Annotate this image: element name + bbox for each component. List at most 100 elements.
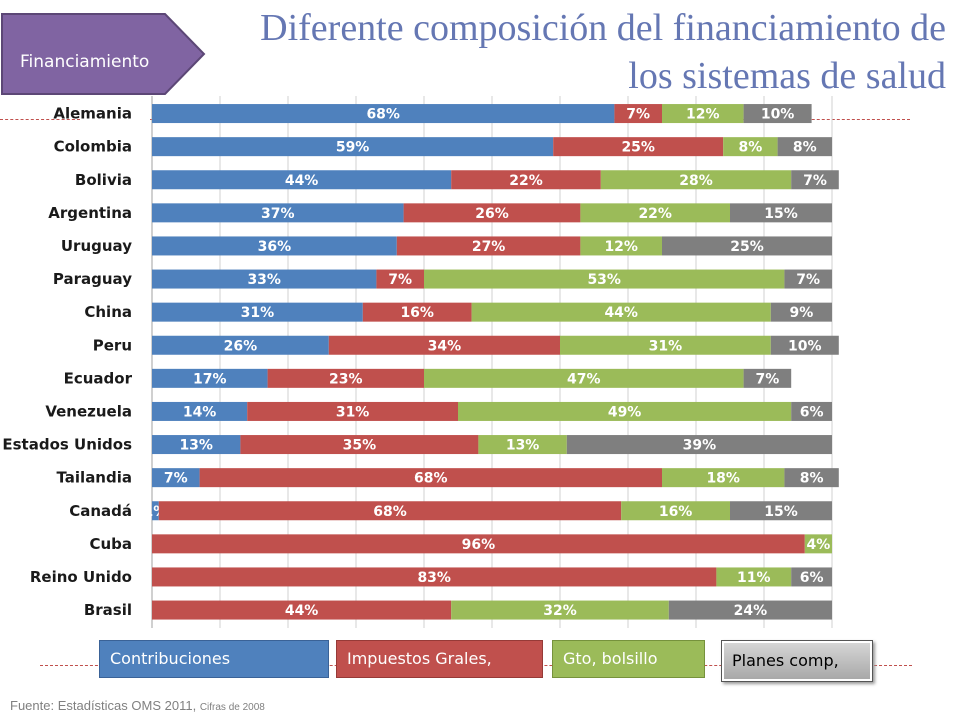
bar-value-label: 24% [734, 603, 768, 619]
bar-segment [267, 368, 424, 388]
bar-value-label: 96% [462, 537, 496, 553]
category-label: Venezuela [45, 402, 132, 420]
badge-arrow-shape [1, 13, 206, 95]
bar-segment [566, 435, 832, 455]
bar-segment [730, 501, 832, 521]
bar-value-label: 32% [543, 603, 577, 619]
bar-segment [158, 501, 622, 521]
bar-value-label: 7% [164, 471, 188, 487]
bar-segment [600, 170, 792, 190]
bar-segment [152, 534, 805, 554]
bar-value-label: 26% [475, 206, 509, 222]
legend-item-bolsillo: Gto, bolsillo [552, 640, 705, 678]
bar-segment [362, 302, 472, 322]
bar-segment [152, 368, 268, 388]
category-label: Cuba [89, 535, 132, 553]
bar-value-label: 25% [621, 140, 655, 156]
bar-segment [152, 236, 397, 256]
bar-segment [152, 269, 377, 289]
decorative-dashed-line [0, 119, 80, 120]
bar-segment [152, 137, 554, 157]
bar-segment [152, 203, 404, 223]
category-label: Alemania [53, 105, 132, 123]
bar-segment [716, 567, 792, 587]
bar-value-label: 27% [472, 239, 506, 255]
bar-value-label: 7% [388, 272, 412, 288]
bar-value-label: 44% [604, 305, 638, 321]
bar-segment [451, 600, 669, 620]
bar-value-label: 33% [247, 272, 281, 288]
bar-value-label: 26% [224, 338, 258, 354]
category-label: Brasil [84, 601, 132, 619]
bar-value-label: 18% [706, 471, 740, 487]
category-label: Uruguay [61, 237, 132, 255]
slide-title-line1: Diferente composición del financiamiento… [260, 7, 946, 49]
bar-value-label: 59% [336, 140, 370, 156]
bar-value-label: 44% [285, 173, 319, 189]
category-label: Peru [93, 336, 132, 354]
bar-segment [458, 401, 792, 421]
bar-segment [152, 468, 200, 488]
bar-value-label: 12% [604, 239, 638, 255]
bar-value-label: 68% [366, 107, 400, 123]
legend-item-contribuciones: Contribuciones [99, 640, 329, 678]
bar-segment [152, 302, 363, 322]
bar-segment [152, 104, 615, 124]
bar-value-label: 7% [803, 173, 827, 189]
bar-value-label: 39% [683, 438, 717, 454]
bar-segment [743, 368, 792, 388]
bar-value-label: 16% [400, 305, 434, 321]
bar-value-label: 8% [739, 140, 763, 156]
category-label: Paraguay [53, 270, 132, 288]
bar-value-label: 13% [506, 438, 540, 454]
category-label: Ecuador [64, 369, 133, 387]
bar-value-label: 6% [800, 570, 824, 586]
bar-segment [152, 600, 452, 620]
bar-value-label: 4% [807, 537, 831, 553]
bar-value-label: 49% [608, 404, 642, 420]
category-label: Tailandia [56, 469, 132, 487]
stacked-bar-chart: Alemania 68% 7% 12% 10% Colombia 59% 25% 8% 8% Bol… [2, 96, 839, 628]
bar-segment [791, 567, 832, 587]
bar-value-label: 14% [183, 404, 217, 420]
bar-segment [152, 335, 329, 355]
bar-value-label: 8% [793, 140, 817, 156]
bar-value-label: 7% [626, 107, 650, 123]
category-label: Canadá [69, 502, 132, 520]
bar-segment [478, 435, 567, 455]
bar-value-label: 23% [329, 371, 363, 387]
bar-segment [621, 501, 730, 521]
bar-segment [723, 137, 778, 157]
bar-value-label: 31% [649, 338, 683, 354]
bar-segment [777, 137, 832, 157]
bar-segment [791, 401, 832, 421]
bar-value-label: 37% [261, 206, 295, 222]
bar-value-label: 8% [800, 471, 824, 487]
legend-item-impuestos: Impuestos Grales, [336, 640, 543, 678]
category-label: Reino Unido [30, 568, 132, 586]
bar-segment [328, 335, 560, 355]
bar-value-label: 15% [764, 504, 798, 520]
bar-value-label: 16% [659, 504, 693, 520]
bar-segment [424, 368, 744, 388]
slide-title-line2: los sistemas de salud [628, 55, 946, 97]
bar-value-label: 25% [730, 239, 764, 255]
source-note: Fuente: Estadísticas OMS 2011, Cifras de… [10, 698, 265, 713]
bar-segment [580, 203, 730, 223]
bar-segment [804, 534, 832, 554]
legend-item-planes: Planes comp, [721, 640, 873, 682]
bar-segment [152, 501, 159, 521]
bar-segment [668, 600, 832, 620]
bar-segment [662, 236, 832, 256]
bar-segment [784, 468, 839, 488]
bar-segment [614, 104, 662, 124]
bar-value-label: 7% [796, 272, 820, 288]
category-label: Argentina [48, 204, 132, 222]
bar-segment [152, 401, 248, 421]
bar-value-label: 22% [509, 173, 543, 189]
bar-segment [784, 269, 832, 289]
bar-segment [770, 335, 839, 355]
category-label: Bolivia [75, 171, 132, 189]
bar-value-label: 34% [428, 338, 462, 354]
bar-value-label: 10% [761, 107, 795, 123]
